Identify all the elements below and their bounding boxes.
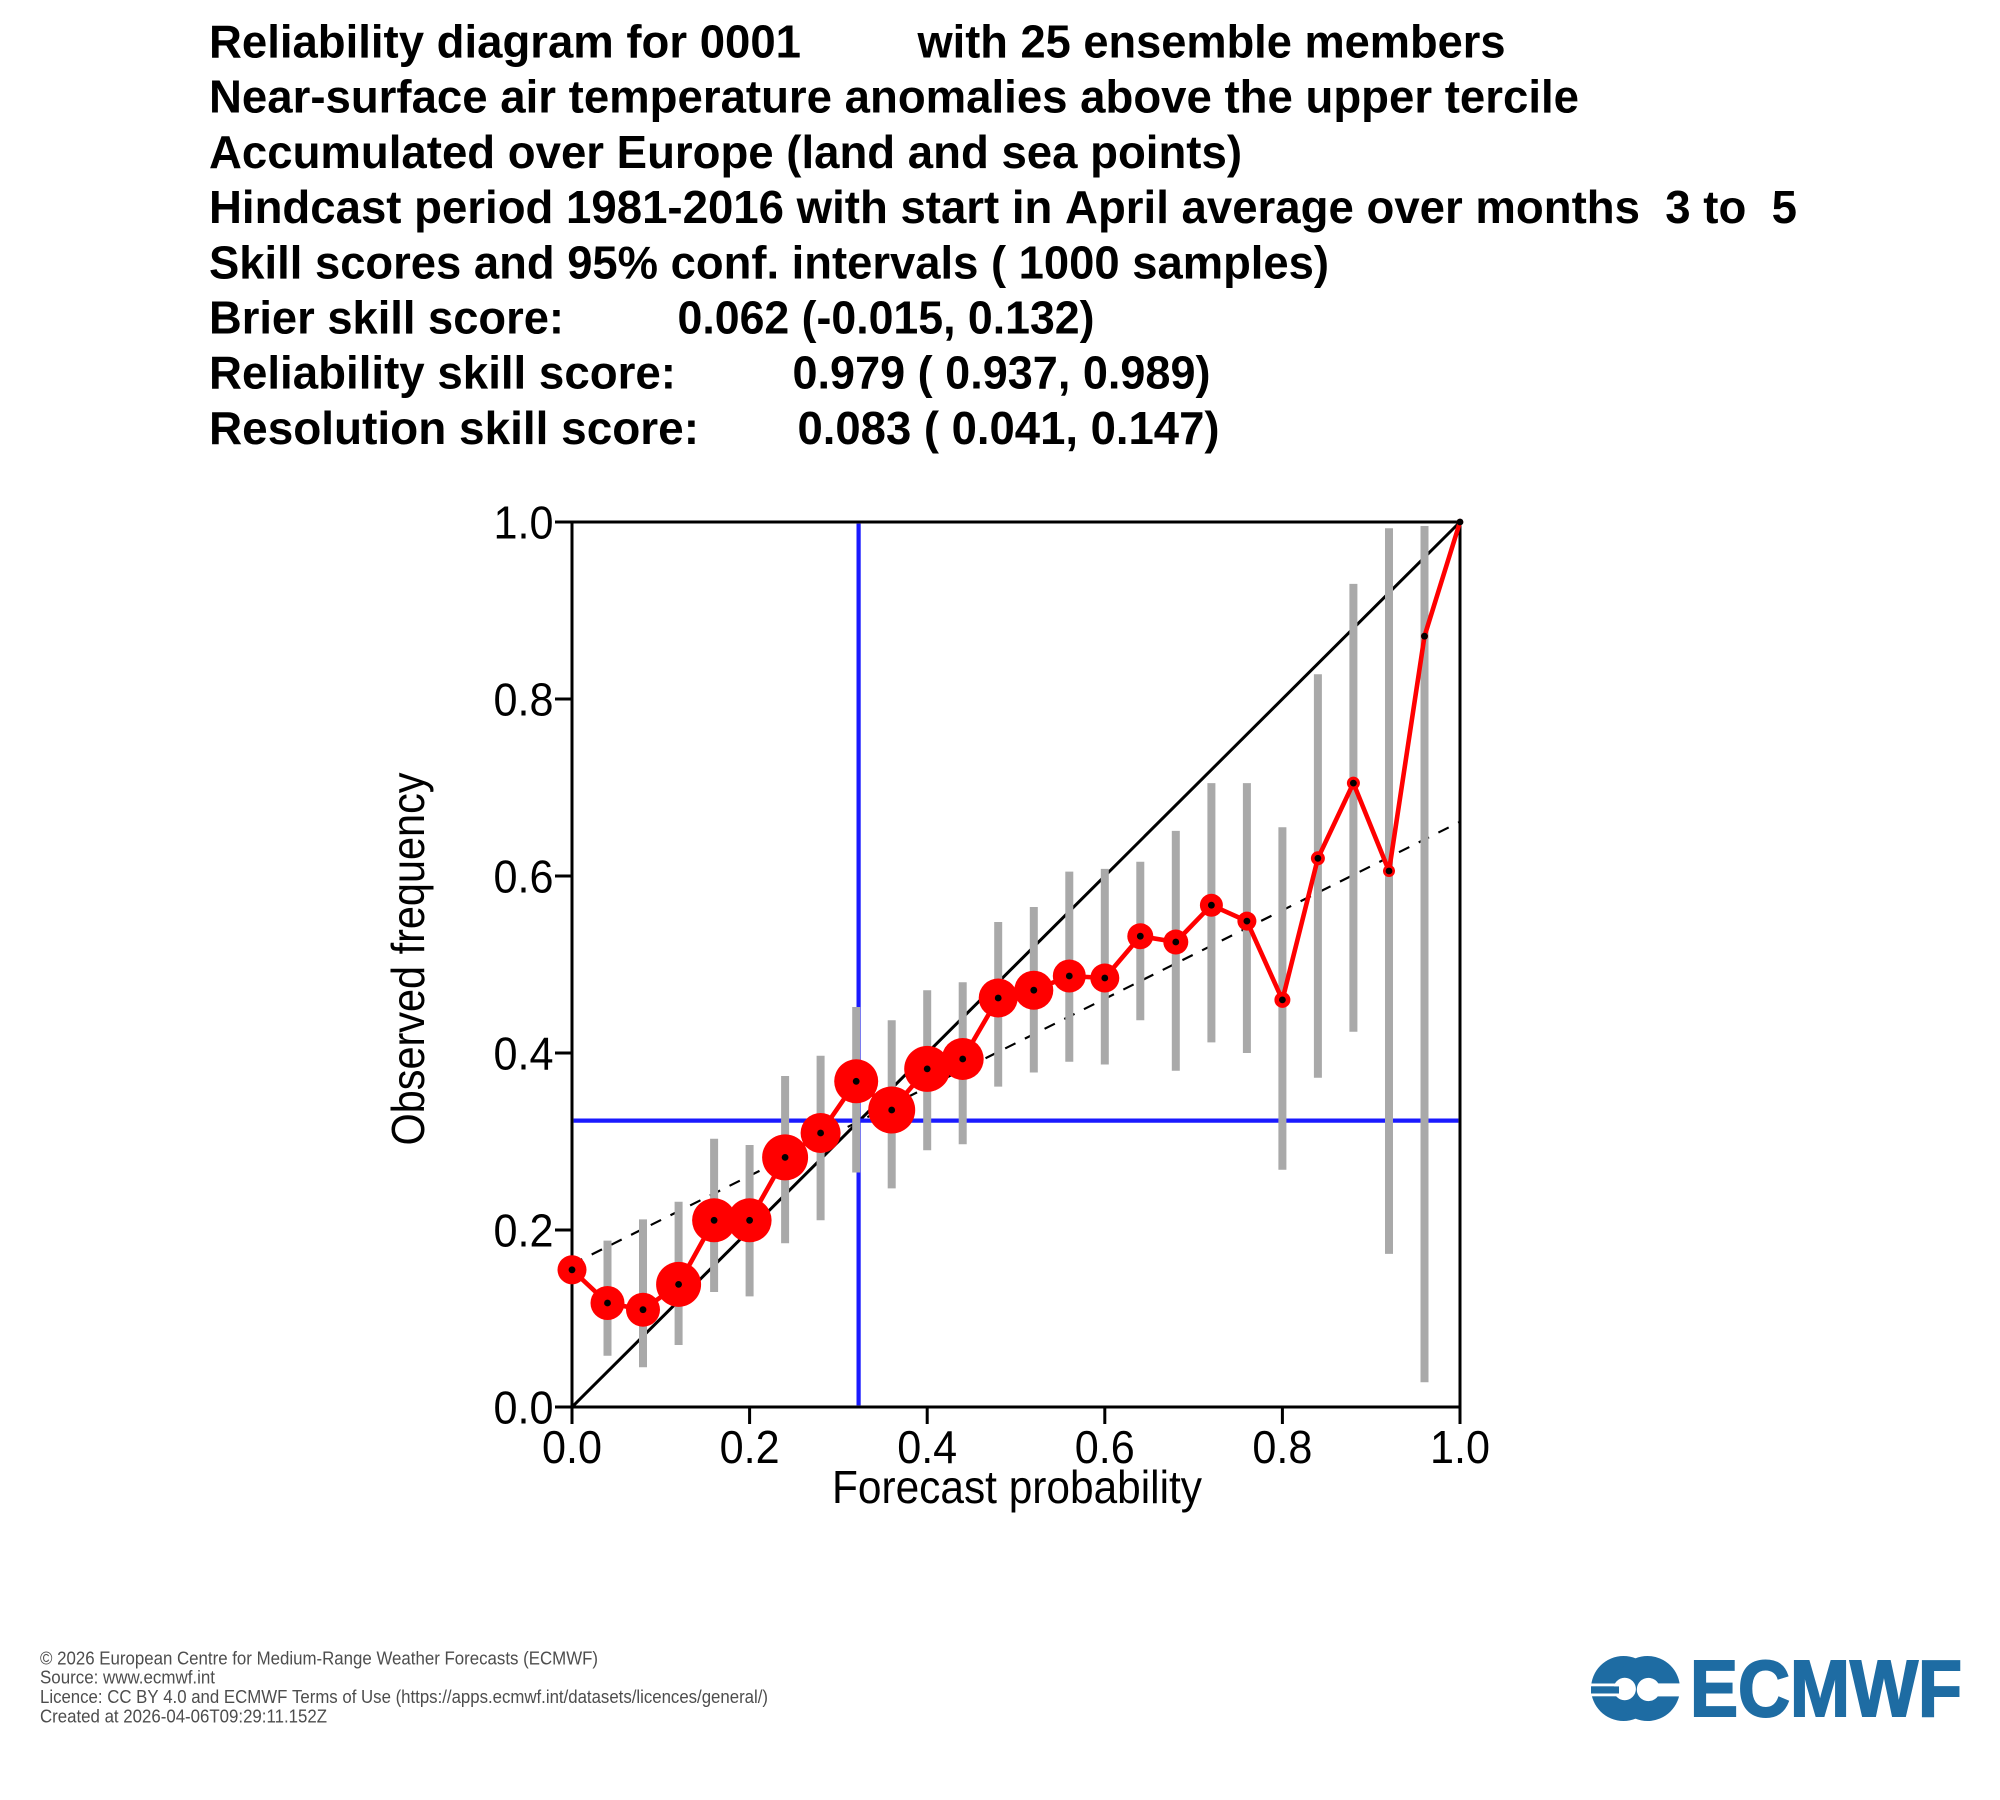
svg-text:0.979 ( 0.937, 0.989): 0.979 ( 0.937, 0.989) [793, 347, 1211, 399]
svg-text:Hindcast period 1981-2016 with: Hindcast period 1981-2016 with start in … [209, 181, 1797, 233]
svg-text:Accumulated over Europe (land: Accumulated over Europe (land and sea po… [209, 126, 1242, 178]
svg-text:0.062 (-0.015, 0.132): 0.062 (-0.015, 0.132) [678, 292, 1095, 344]
svg-text:Brier skill score:: Brier skill score: [209, 292, 564, 344]
svg-text:0.083 ( 0.041, 0.147): 0.083 ( 0.041, 0.147) [798, 402, 1220, 454]
svg-text:Reliability skill score:: Reliability skill score: [209, 347, 676, 399]
svg-text:© 2026 European Centre for Med: © 2026 European Centre for Medium-Range … [40, 1648, 598, 1668]
svg-text:ECMWF: ECMWF [1690, 1644, 1962, 1733]
svg-text:0.4: 0.4 [494, 1028, 554, 1080]
svg-text:Skill scores and 95% conf. int: Skill scores and 95% conf. intervals ( 1… [209, 236, 1329, 288]
svg-text:0.6: 0.6 [494, 851, 554, 903]
svg-text:Resolution skill score:: Resolution skill score: [209, 402, 699, 454]
svg-text:1.0: 1.0 [494, 497, 554, 549]
svg-text:0.2: 0.2 [720, 1421, 780, 1473]
svg-text:Observed frequency: Observed frequency [382, 773, 434, 1146]
svg-text:Licence: CC BY 4.0 and ECMWF T: Licence: CC BY 4.0 and ECMWF Terms of Us… [40, 1687, 768, 1707]
svg-text:Source: www.ecmwf.int: Source: www.ecmwf.int [40, 1668, 215, 1688]
svg-text:Reliability diagram for 0001: Reliability diagram for 0001 [209, 16, 801, 68]
svg-text:0.0: 0.0 [542, 1421, 602, 1473]
svg-text:with 25 ensemble members: with 25 ensemble members [917, 16, 1506, 68]
svg-text:Created at 2026-04-06T09:29:11: Created at 2026-04-06T09:29:11.152Z [40, 1707, 327, 1727]
svg-text:1.0: 1.0 [1430, 1421, 1490, 1473]
svg-text:Forecast probability: Forecast probability [832, 1461, 1202, 1513]
svg-text:0.4: 0.4 [897, 1421, 957, 1473]
svg-text:0.6: 0.6 [1075, 1421, 1135, 1473]
svg-text:0.8: 0.8 [1252, 1421, 1312, 1473]
svg-text:0.8: 0.8 [494, 674, 554, 726]
svg-text:0.2: 0.2 [494, 1205, 554, 1257]
svg-text:0.0: 0.0 [494, 1382, 554, 1434]
svg-text:Near-surface air temperature a: Near-surface air temperature anomalies a… [209, 71, 1579, 123]
